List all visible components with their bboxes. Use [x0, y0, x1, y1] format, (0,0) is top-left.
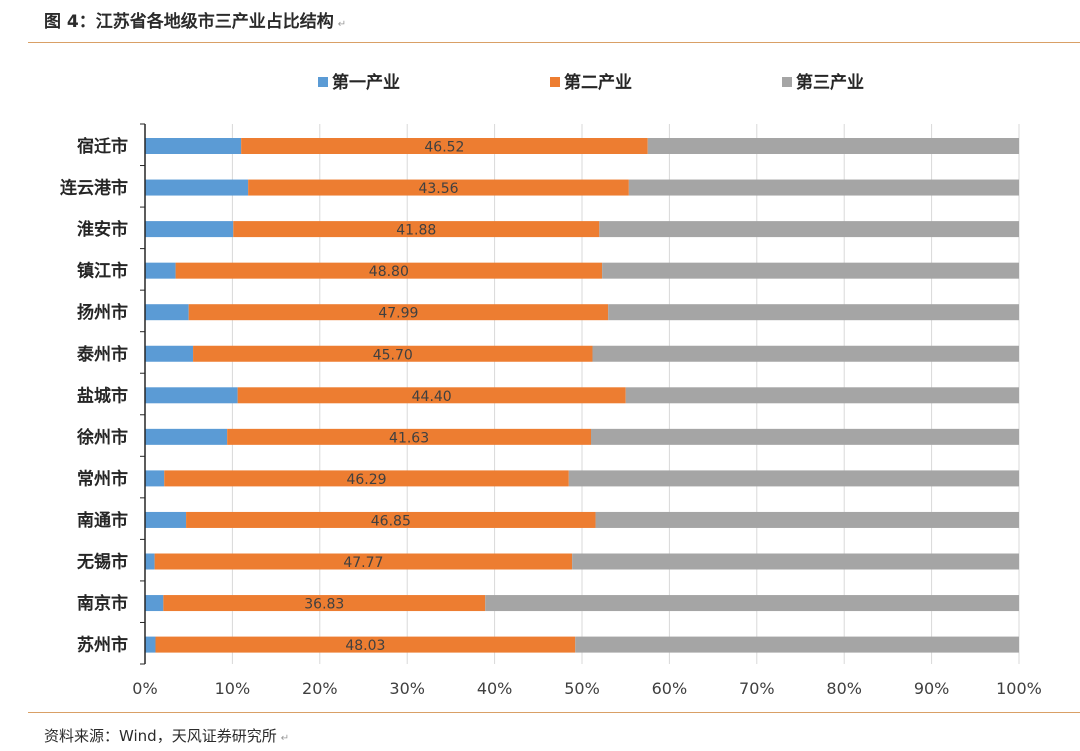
data-label: 45.70: [373, 347, 413, 363]
data-label: 47.77: [343, 555, 383, 571]
bar-segment-series-1: [145, 262, 176, 279]
bar-segment-series-3: [592, 345, 1019, 362]
legend-label: 第一产业: [332, 72, 400, 93]
bar-segment-series-2: [227, 428, 592, 445]
y-tick-label: 淮安市: [77, 219, 128, 240]
chart-legend: 第一产业 第二产业 第三产业: [318, 72, 864, 93]
x-tick-label: 60%: [652, 679, 688, 698]
x-tick-label: 0%: [132, 679, 157, 698]
paragraph-mark-icon: ↵: [280, 733, 290, 744]
y-tick-label: 南京市: [77, 593, 128, 614]
data-labels: 46.52 43.56 41.88 48.80 47.99 45.70 44.40 41.63…: [304, 140, 464, 655]
bar-segment-series-1: [145, 304, 189, 321]
legend-swatch: [550, 77, 560, 87]
figure-title-text: 图 4：江苏省各地级市三产业占比结构: [44, 12, 334, 32]
x-tick-label: 10%: [215, 679, 251, 698]
x-tick-label: 70%: [739, 679, 775, 698]
data-label: 41.88: [396, 223, 436, 239]
bar-segment-series-2: [163, 595, 486, 612]
y-tick-label: 连云港市: [60, 178, 128, 199]
bar-segment-series-2: [241, 138, 648, 154]
figure-title: 图 4：江苏省各地级市三产业占比结构 ↵: [44, 8, 346, 36]
bar-segment-series-3: [608, 304, 1019, 321]
data-label: 48.03: [345, 638, 385, 654]
bar-segment-series-1: [145, 595, 164, 612]
x-axis: 0% 10% 20% 30% 40% 50% 60% 70% 80% 90% 100%: [132, 679, 1042, 698]
bar-segment-series-1: [145, 428, 228, 445]
y-tick-label: 常州市: [77, 468, 128, 489]
data-label: 46.85: [371, 513, 411, 529]
bar-segment-series-3: [599, 221, 1019, 238]
bar-segment-series-3: [602, 262, 1019, 279]
data-label: 44.40: [412, 389, 452, 405]
y-tick-label: 南通市: [77, 510, 128, 531]
bar-segment-series-1: [145, 179, 249, 196]
bar-segment-series-3: [591, 428, 1019, 445]
data-label: 41.63: [389, 430, 429, 446]
bar-segment-series-2: [155, 636, 576, 653]
x-tick-label: 20%: [302, 679, 338, 698]
bar-segment-series-1: [145, 636, 156, 653]
source-text: 资料来源：Wind，天风证券研究所: [44, 727, 277, 745]
y-tick-label: 盐城市: [77, 385, 128, 406]
bar-segment-series-2: [175, 262, 603, 279]
data-label: 48.80: [369, 264, 409, 280]
y-tick-label: 无锡市: [76, 552, 128, 573]
bar-segment-series-1: [145, 511, 187, 528]
bar-segment-series-3: [628, 179, 1019, 196]
bar-segment-series-3: [568, 470, 1019, 487]
data-label: 46.29: [346, 472, 386, 488]
x-tick-label: 80%: [826, 679, 862, 698]
data-label: 47.99: [378, 306, 418, 322]
bar-segment-series-3: [595, 511, 1019, 528]
bar-segment-series-1: [145, 345, 194, 362]
y-tick-label: 苏州市: [77, 635, 128, 656]
paragraph-mark-icon: ↵: [337, 19, 347, 30]
bar-segment-series-2: [154, 553, 573, 570]
bar-segment-series-1: [145, 470, 165, 487]
legend-label: 第二产业: [564, 72, 632, 93]
y-tick-label: 徐州市: [76, 427, 128, 448]
bar-segment-series-2: [188, 304, 609, 321]
legend-swatch: [782, 77, 792, 87]
x-tick-label: 40%: [477, 679, 513, 698]
bar-segment-series-2: [233, 221, 600, 238]
x-tick-label: 90%: [914, 679, 950, 698]
bar-segment-series-1: [145, 138, 242, 154]
bar-segment-series-3: [485, 595, 1020, 612]
y-tick-label: 泰州市: [77, 344, 128, 365]
y-tick-label: 扬州市: [77, 302, 128, 323]
x-tick-label: 30%: [389, 679, 425, 698]
title-divider: [28, 42, 1080, 43]
source-note: 资料来源：Wind，天风证券研究所 ↵: [44, 724, 289, 748]
bar-segment-series-3: [625, 387, 1019, 404]
chart-bars: [145, 138, 1020, 653]
legend-label: 第三产业: [796, 72, 864, 93]
y-tick-label: 镇江市: [77, 261, 128, 282]
bar-segment-series-2: [248, 179, 629, 196]
bar-segment-series-2: [186, 511, 596, 528]
bar-segment-series-2: [193, 345, 593, 362]
bar-segment-series-2: [164, 470, 569, 487]
bar-segment-series-1: [145, 387, 238, 404]
bar-segment-series-2: [237, 387, 626, 404]
bar-segment-series-1: [145, 221, 234, 238]
x-tick-label: 50%: [564, 679, 600, 698]
data-label: 46.52: [424, 140, 464, 156]
legend-swatch: [318, 77, 328, 87]
bar-segment-series-1: [145, 553, 155, 570]
bar-segment-series-3: [572, 553, 1019, 570]
footer-divider: [28, 712, 1080, 713]
x-tick-label: 100%: [996, 679, 1042, 698]
y-tick-label: 宿迁市: [77, 136, 128, 157]
data-label: 36.83: [304, 597, 344, 613]
bar-segment-series-3: [647, 138, 1019, 154]
data-label: 43.56: [418, 181, 458, 197]
bar-segment-series-3: [575, 636, 1019, 653]
